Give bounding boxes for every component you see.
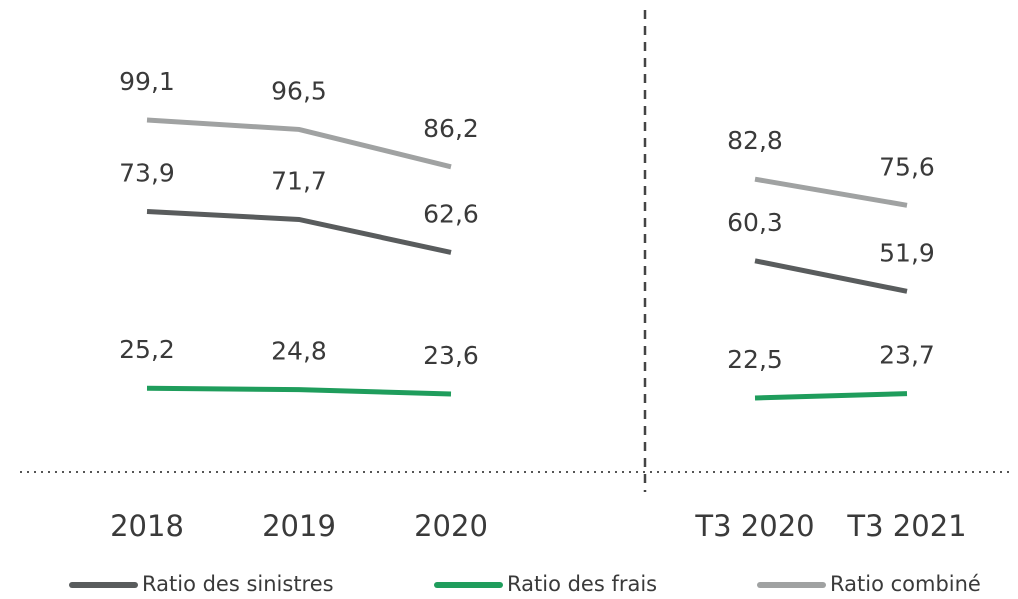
x-tick-label: 2019 bbox=[262, 509, 336, 543]
legend-label: Ratio des sinistres bbox=[142, 572, 334, 596]
data-label: 99,1 bbox=[119, 67, 175, 96]
data-label: 82,8 bbox=[727, 126, 783, 155]
data-label: 25,2 bbox=[119, 335, 175, 364]
data-label: 23,7 bbox=[879, 341, 935, 370]
series-line bbox=[146, 208, 908, 294]
data-label: 73,9 bbox=[119, 158, 175, 187]
x-tick-label: 2020 bbox=[414, 509, 488, 543]
data-label: 96,5 bbox=[271, 76, 327, 105]
x-tick-label: T3 2021 bbox=[846, 509, 966, 543]
data-label: 86,2 bbox=[423, 114, 479, 143]
data-label: 22,5 bbox=[727, 345, 783, 374]
data-label: 24,8 bbox=[271, 337, 327, 366]
data-label: 71,7 bbox=[271, 166, 327, 195]
series-line bbox=[146, 385, 908, 401]
legend-label: Ratio combiné bbox=[830, 572, 981, 596]
series-line bbox=[146, 117, 908, 208]
x-tick-label: 2018 bbox=[110, 509, 184, 543]
data-label: 62,6 bbox=[423, 199, 479, 228]
legend-label: Ratio des frais bbox=[507, 572, 657, 596]
data-label: 51,9 bbox=[879, 238, 935, 267]
data-label: 23,6 bbox=[423, 341, 479, 370]
x-tick-label: T3 2020 bbox=[694, 509, 814, 543]
data-label: 60,3 bbox=[727, 208, 783, 237]
data-label: 75,6 bbox=[879, 152, 935, 181]
